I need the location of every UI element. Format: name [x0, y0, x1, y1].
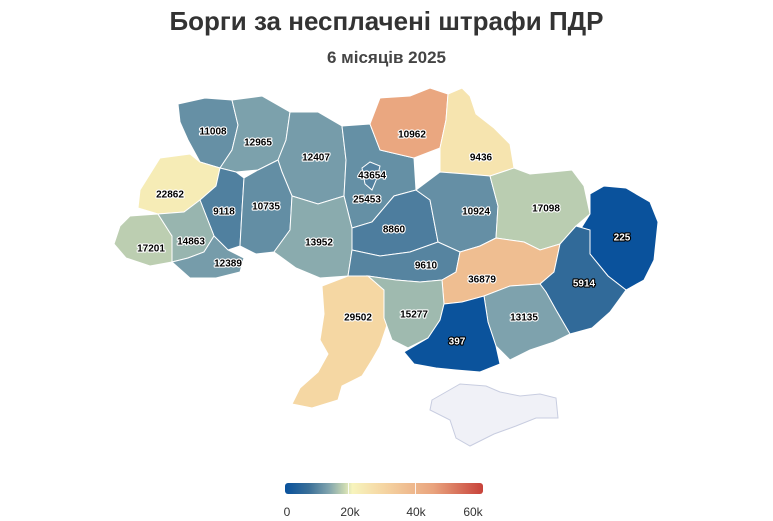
region-value-label: 397	[449, 337, 466, 348]
region-kherson[interactable]	[403, 295, 501, 373]
region-value-label: 22862	[156, 190, 184, 201]
map-subtitle: 6 місяців 2025	[326, 48, 447, 67]
region-chernivtsi[interactable]	[170, 235, 245, 279]
region-value-label: 17098	[532, 204, 560, 215]
region-value-label: 9436	[470, 153, 493, 164]
region-value-label: 8860	[383, 225, 406, 236]
legend-tick-label: 60k	[463, 505, 483, 519]
region-value-label: 10962	[398, 130, 426, 141]
region-value-label: 17201	[137, 244, 165, 255]
region-value-label: 11008	[199, 127, 227, 138]
region-value-label: 29502	[344, 313, 372, 324]
legend-tick-mark	[415, 483, 416, 494]
legend-tick-label: 40k	[406, 505, 426, 519]
region-crimea	[429, 383, 559, 447]
region-chernihiv[interactable]	[369, 87, 449, 159]
map-title: Борги за несплачені штрафи ПДР	[169, 6, 604, 36]
region-value-label: 25453	[353, 195, 381, 206]
region-value-label: 36879	[468, 275, 496, 286]
region-value-label: 13952	[305, 238, 333, 249]
color-scale-legend	[285, 483, 483, 494]
region-value-label: 12965	[244, 138, 272, 149]
region-value-label: 10735	[252, 202, 280, 213]
region-value-label: 12389	[214, 259, 242, 270]
region-odesa[interactable]	[291, 275, 391, 409]
region-value-label: 225	[614, 233, 631, 244]
region-value-label: 13135	[510, 313, 538, 324]
region-value-label: 12407	[302, 153, 330, 164]
region-value-label: 5914	[573, 279, 596, 290]
legend-tick-mark	[348, 483, 349, 494]
region-value-label: 10924	[462, 207, 490, 218]
region-value-label: 14863	[177, 237, 205, 248]
region-value-label: 15277	[400, 310, 428, 321]
region-kyiv-city[interactable]	[361, 161, 381, 191]
region-value-label: 43654	[358, 171, 386, 182]
region-value-label: 9118	[213, 207, 235, 218]
region-ternopil[interactable]	[199, 167, 245, 251]
legend-tick-label: 0	[283, 505, 291, 519]
legend-tick-label: 20k	[340, 505, 360, 519]
region-value-label: 9610	[415, 261, 438, 272]
